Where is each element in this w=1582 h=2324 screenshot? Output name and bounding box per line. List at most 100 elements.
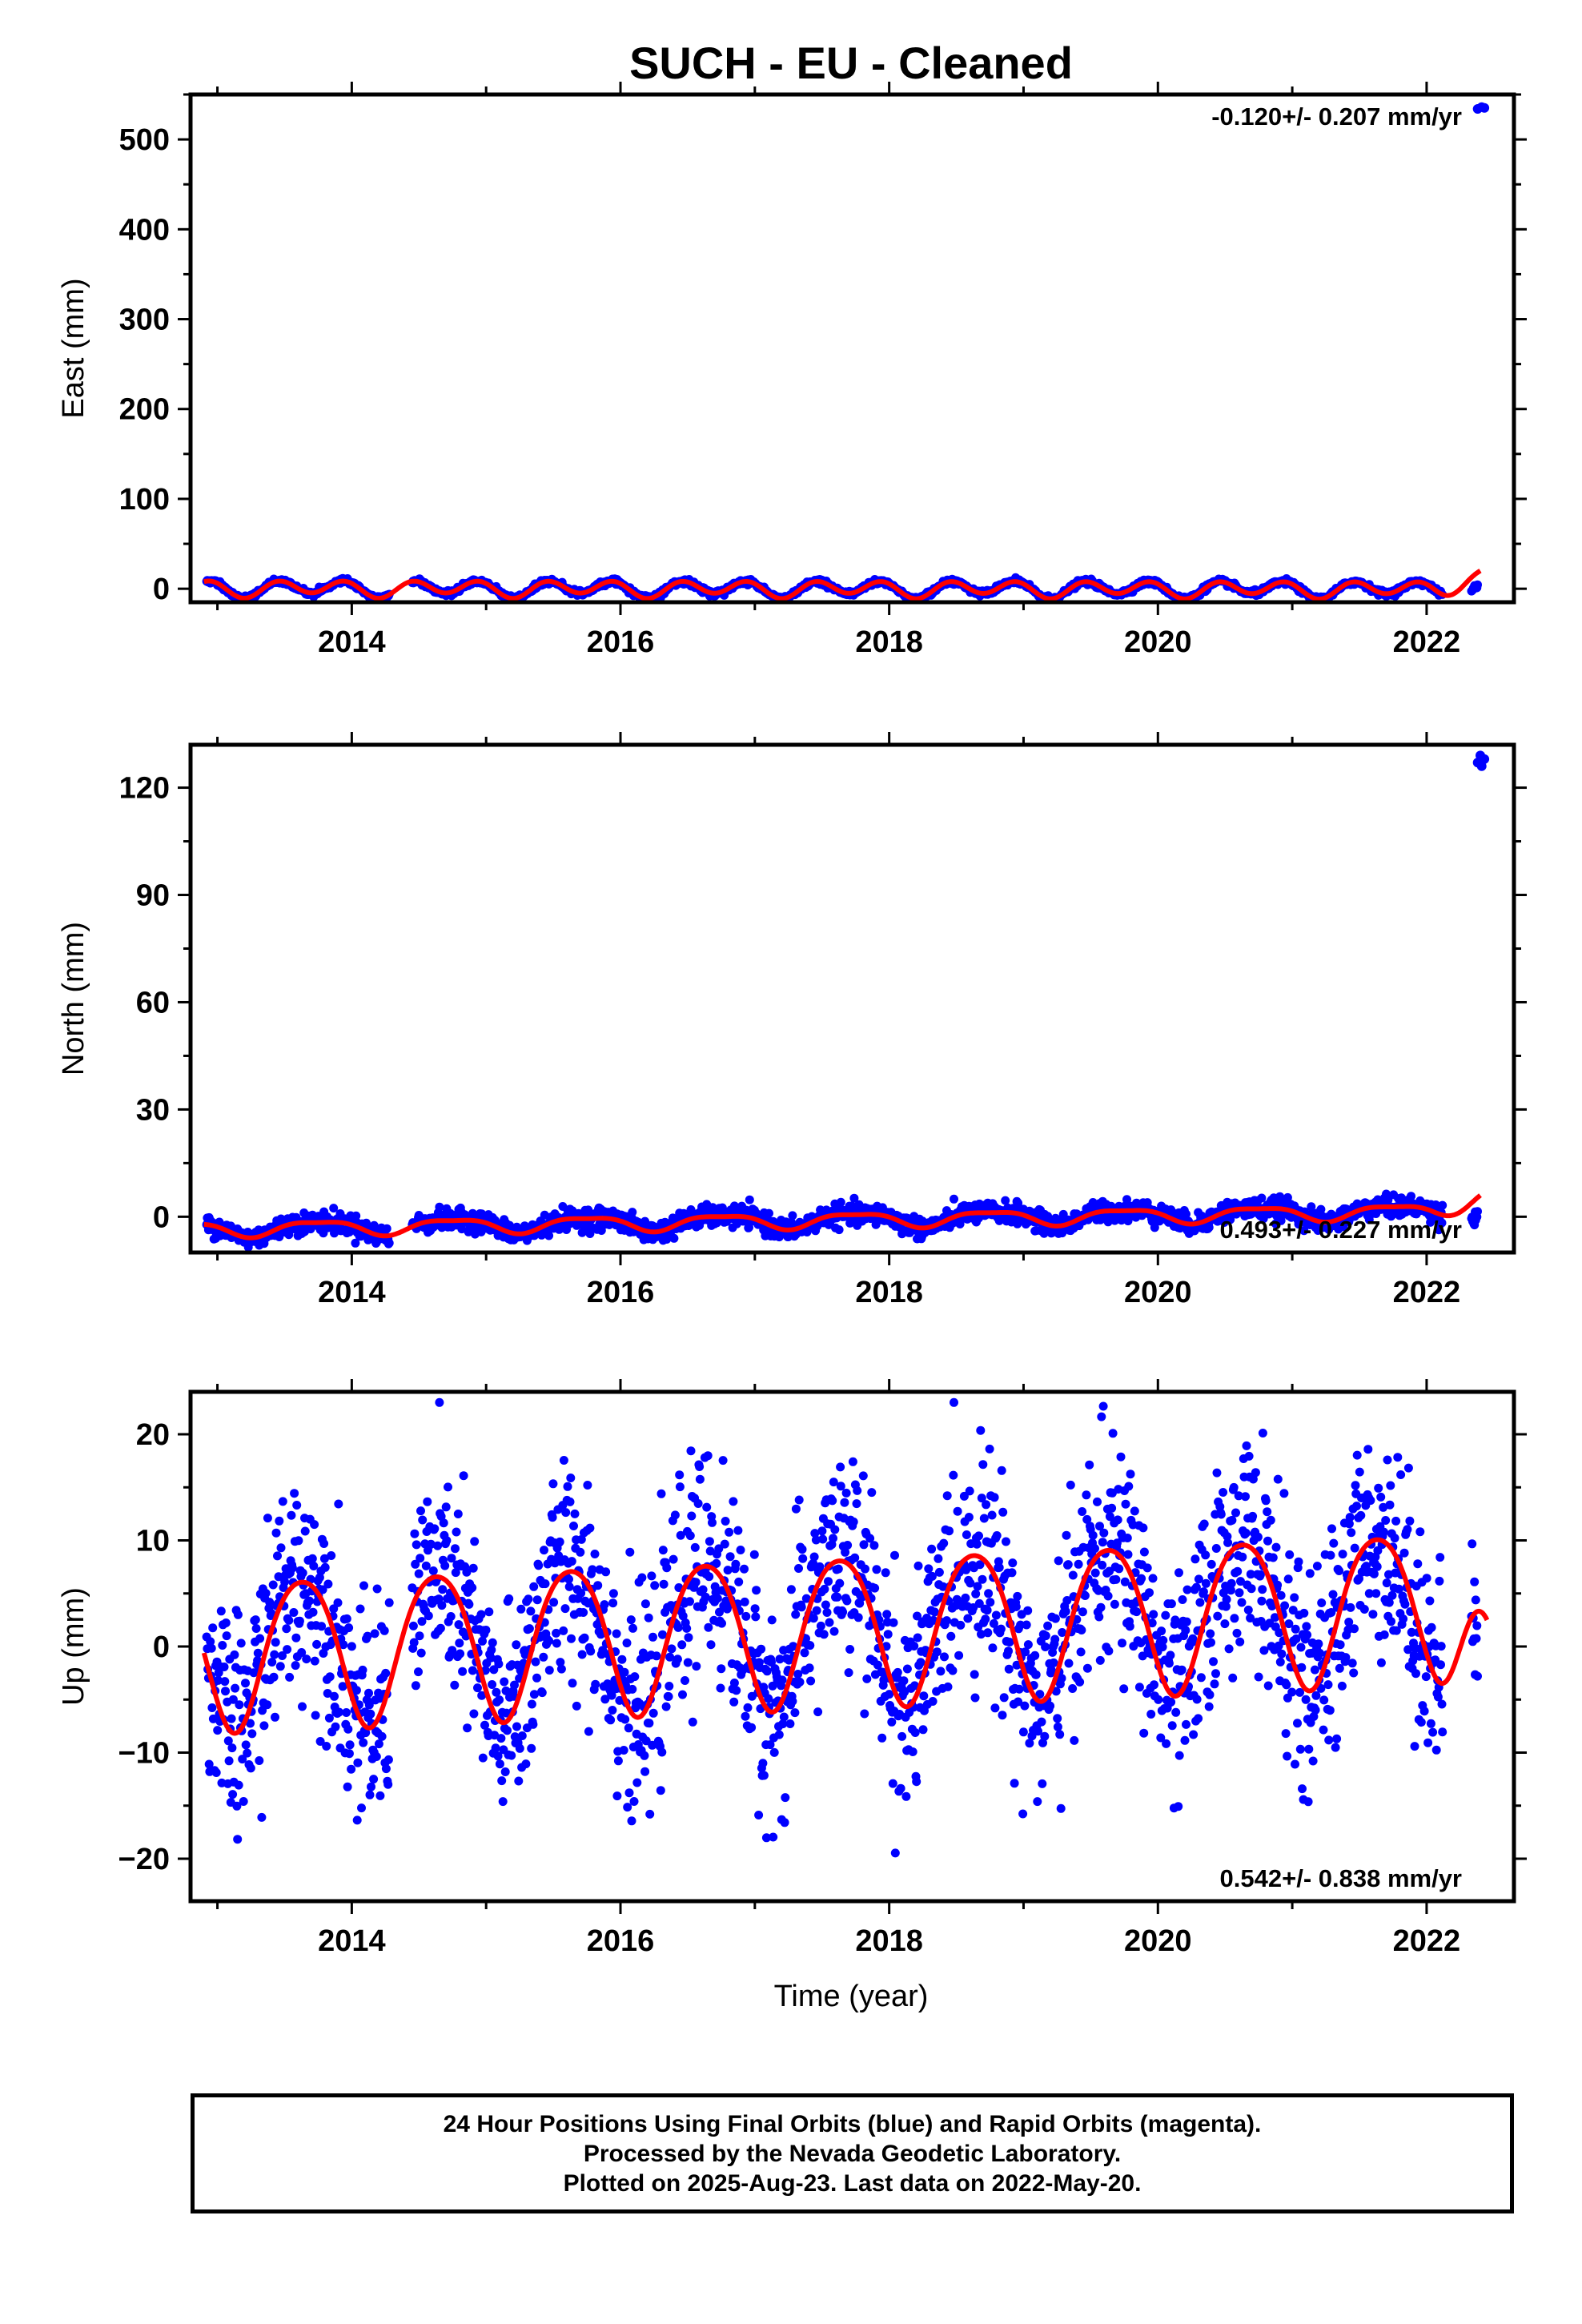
data-point xyxy=(577,1650,587,1659)
data-point xyxy=(656,1489,666,1498)
data-point xyxy=(645,1809,655,1819)
data-point xyxy=(767,1615,777,1625)
data-point xyxy=(282,1624,291,1634)
data-point xyxy=(626,1615,636,1625)
data-point xyxy=(734,1577,744,1586)
data-point xyxy=(608,1706,617,1715)
x-tick-label: 2020 xyxy=(1124,1276,1192,1309)
north-data xyxy=(202,750,1490,1252)
data-point xyxy=(590,1550,600,1558)
data-point xyxy=(317,1622,327,1631)
data-point xyxy=(309,1562,319,1570)
data-point xyxy=(491,1743,500,1753)
data-point xyxy=(677,1640,687,1650)
data-point xyxy=(495,1695,504,1705)
data-point xyxy=(421,1561,431,1570)
data-point xyxy=(693,1499,703,1508)
data-point xyxy=(263,1514,272,1523)
data-point xyxy=(675,1482,685,1492)
data-point xyxy=(623,1803,632,1812)
data-point xyxy=(359,1581,368,1590)
data-point xyxy=(247,1729,257,1739)
data-point xyxy=(526,1606,536,1616)
data-point xyxy=(683,1658,693,1667)
x-tick-label: 2014 xyxy=(318,1276,386,1309)
data-point xyxy=(478,1753,488,1763)
data-point xyxy=(270,1650,279,1659)
data-point xyxy=(516,1604,526,1614)
data-point xyxy=(498,1797,508,1807)
data-point xyxy=(271,1528,281,1538)
data-point xyxy=(424,1611,433,1621)
data-point xyxy=(720,1539,729,1549)
data-point xyxy=(628,1623,637,1633)
data-point xyxy=(435,1397,444,1407)
data-point xyxy=(463,1723,472,1733)
data-point xyxy=(347,1764,356,1774)
y-tick-label: 90 xyxy=(136,879,170,913)
north-frame xyxy=(188,742,1516,1255)
data-point xyxy=(255,1634,265,1643)
data-point xyxy=(446,1612,456,1621)
data-point xyxy=(377,1731,387,1741)
data-point xyxy=(494,1659,504,1669)
data-point xyxy=(230,1650,239,1659)
data-point xyxy=(552,1638,561,1648)
data-point xyxy=(305,1596,314,1606)
data-point xyxy=(567,1557,576,1566)
data-point xyxy=(591,1679,600,1689)
y-tick-label: 30 xyxy=(136,1093,170,1127)
data-point xyxy=(320,1562,330,1572)
y-tick-label: 0 xyxy=(153,1200,170,1234)
data-point xyxy=(637,1573,647,1582)
data-point xyxy=(695,1462,705,1471)
data-point xyxy=(251,1624,261,1633)
data-point xyxy=(246,1763,255,1773)
data-point xyxy=(521,1759,531,1769)
data-point xyxy=(608,1598,618,1608)
data-point xyxy=(228,1790,238,1799)
data-point xyxy=(512,1640,521,1650)
y-tick-label: 500 xyxy=(119,123,170,157)
data-point xyxy=(412,1540,421,1550)
data-point xyxy=(468,1666,477,1675)
data-point xyxy=(207,1643,216,1653)
data-point xyxy=(544,1636,554,1646)
data-point xyxy=(661,1702,671,1711)
data-point xyxy=(484,1607,494,1617)
data-point xyxy=(740,1564,749,1574)
data-point xyxy=(749,1550,759,1559)
data-point xyxy=(834,1225,844,1235)
data-point xyxy=(669,1233,679,1243)
data-point xyxy=(686,1446,696,1456)
data-point xyxy=(527,1699,536,1709)
data-point xyxy=(713,1594,722,1603)
data-point xyxy=(656,1786,665,1795)
data-point xyxy=(624,1723,633,1733)
data-point xyxy=(750,1604,760,1614)
data-point xyxy=(259,1721,269,1731)
data-point xyxy=(769,1832,778,1842)
data-point xyxy=(625,1547,635,1557)
data-point xyxy=(628,1208,637,1217)
y-tick-label: 60 xyxy=(136,986,170,1019)
data-point xyxy=(630,1672,640,1682)
data-point xyxy=(586,1647,596,1656)
data-point xyxy=(218,1641,227,1650)
data-point xyxy=(464,1599,474,1609)
data-point xyxy=(667,1644,677,1654)
data-point xyxy=(444,1482,452,1492)
data-point xyxy=(234,1780,243,1790)
data-point xyxy=(836,1197,845,1207)
data-point xyxy=(221,1687,230,1696)
data-point xyxy=(584,1727,593,1736)
chart-title: SUCH - EU - Cleaned xyxy=(629,38,1073,88)
data-point xyxy=(271,1712,279,1722)
data-point xyxy=(647,1571,656,1581)
data-point xyxy=(608,1589,618,1598)
data-point xyxy=(670,1510,680,1520)
data-point xyxy=(650,1581,660,1590)
data-point xyxy=(579,1608,588,1617)
data-point xyxy=(295,1616,304,1626)
